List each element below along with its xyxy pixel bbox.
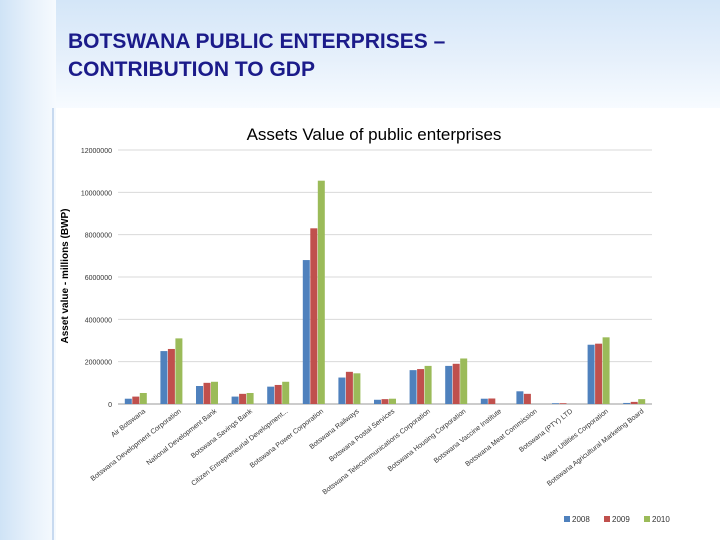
bar-2009 (630, 401, 638, 404)
legend-label: 2010 (652, 515, 670, 524)
bar-2009 (417, 369, 425, 404)
bar-2008 (267, 386, 275, 404)
title-band (0, 0, 720, 108)
y-tick-label: 4000000 (85, 317, 112, 324)
bar-2009 (523, 393, 531, 404)
bar-2008 (445, 365, 453, 404)
y-tick-label: 0 (108, 402, 112, 409)
bar-2009 (167, 348, 175, 404)
bar-2008 (124, 398, 132, 404)
bar-2008 (302, 260, 310, 404)
slide-left-strip (0, 0, 56, 540)
bar-2010 (460, 358, 468, 404)
slide-left-rule (52, 108, 54, 540)
bar-2010 (638, 399, 646, 404)
slide-title: BOTSWANA PUBLIC ENTERPRISES – CONTRIBUTI… (68, 28, 445, 84)
bar-2010 (139, 392, 147, 404)
legend-swatch (604, 516, 610, 522)
bar-2010 (211, 381, 218, 404)
bar-2008 (196, 386, 203, 404)
bar-2008 (623, 402, 631, 404)
legend-label: 2008 (572, 515, 590, 524)
bar-2009 (132, 396, 140, 404)
category-label: Botswana Savings Bank (190, 408, 254, 460)
legend-swatch (564, 516, 570, 522)
legend-label: 2009 (612, 515, 630, 524)
bar-2008 (160, 351, 168, 404)
bar-2008 (374, 399, 381, 404)
category-label: Botswana Power Corporation (249, 408, 325, 470)
bar-2009 (310, 228, 318, 404)
chart-panel: Assets Value of public enterprises Asset… (56, 110, 706, 540)
bar-2009 (274, 384, 282, 404)
bar-2009 (559, 403, 567, 404)
bar-2010 (602, 337, 610, 404)
bar-2010 (246, 392, 254, 404)
y-tick-label: 8000000 (85, 233, 112, 240)
bar-2009 (239, 393, 247, 404)
slide-title-line-2: CONTRIBUTION TO GDP (68, 58, 315, 81)
bar-2010 (353, 373, 361, 404)
y-tick-label: 2000000 (85, 360, 112, 367)
bar-2010 (175, 338, 183, 404)
legend-swatch (644, 516, 650, 522)
y-axis-label: Asset value - millions (BWP) (60, 208, 71, 343)
y-tick-label: 10000000 (81, 190, 112, 197)
slide-title-line-1: BOTSWANA PUBLIC ENTERPRISES – (68, 30, 446, 53)
bar-2008 (480, 398, 488, 404)
category-label: Air Botswana (110, 408, 147, 439)
category-label: Botswana Postal Services (328, 408, 396, 464)
bar-2008 (231, 396, 239, 404)
bar-2008 (409, 370, 417, 404)
category-label: Water Utilities Corporation (541, 408, 610, 464)
bar-2009 (488, 398, 496, 404)
bar-2009 (381, 399, 389, 404)
category-label: National Development Bank (146, 408, 219, 467)
bar-2008 (516, 391, 524, 404)
assets-bar-chart: Assets Value of public enterprises Asset… (60, 125, 670, 524)
bar-2010 (424, 365, 432, 404)
bar-2010 (389, 398, 396, 404)
bar-2008 (552, 403, 559, 404)
bar-2009 (595, 343, 603, 404)
bar-2009 (345, 371, 353, 404)
bar-2010 (317, 180, 325, 404)
chart-title: Assets Value of public enterprises (247, 125, 502, 144)
y-tick-label: 12000000 (81, 148, 112, 155)
bar-2008 (587, 344, 595, 404)
bar-2010 (282, 381, 290, 404)
bar-2008 (338, 377, 346, 404)
bar-2009 (452, 363, 460, 404)
bar-2009 (203, 382, 211, 404)
category-label: Botswana Meat Commission (464, 408, 538, 468)
y-tick-label: 6000000 (85, 275, 112, 282)
category-label: Botswana Vaccine Institute (433, 408, 503, 465)
category-label: Botswana Housing Corporation (387, 408, 468, 473)
